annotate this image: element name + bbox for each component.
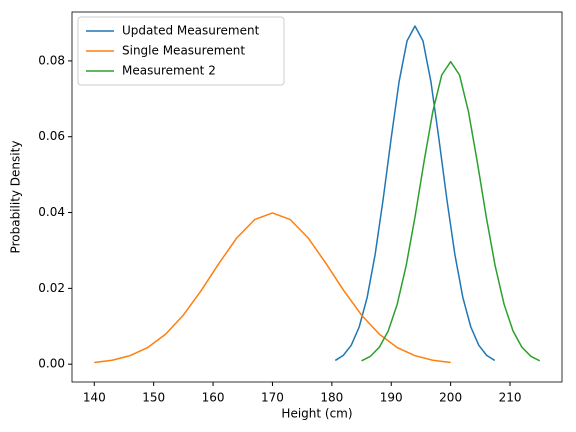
x-tick-label: 160 (202, 391, 225, 405)
x-axis-label: Height (cm) (281, 407, 352, 421)
legend-label: Measurement 2 (122, 64, 216, 78)
y-tick-label: 0.06 (38, 129, 65, 143)
x-tick-label: 190 (380, 391, 403, 405)
legend-box (77, 16, 285, 86)
y-tick-label: 0.04 (38, 205, 65, 219)
x-tick-label: 180 (320, 391, 343, 405)
plot-frame (71, 11, 563, 383)
series-line (361, 60, 541, 362)
x-tick-label: 210 (499, 391, 522, 405)
x-tick-label: 170 (261, 391, 284, 405)
legend-label: Updated Measurement (122, 24, 260, 38)
legend-label: Single Measurement (122, 44, 245, 58)
x-tick-label: 140 (83, 391, 106, 405)
series-line (94, 212, 451, 364)
y-tick-label: 0.02 (38, 281, 65, 295)
x-tick-label: 150 (142, 391, 165, 405)
y-axis-label: Probability Density (9, 141, 23, 254)
series-line (334, 25, 496, 362)
x-tick-label: 200 (439, 391, 462, 405)
y-tick-label: 0.08 (38, 53, 65, 67)
y-tick-label: 0.00 (38, 357, 65, 371)
